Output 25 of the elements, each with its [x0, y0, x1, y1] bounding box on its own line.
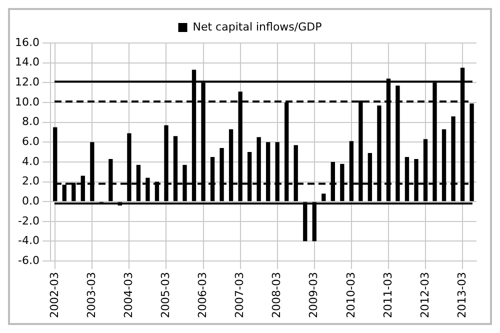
y-tick-label: 2.0	[22, 174, 40, 188]
x-tick-label: 2002-03	[48, 272, 61, 318]
y-tick-label: 0.0	[22, 194, 40, 208]
y-tick-label: 12.0	[14, 76, 40, 89]
y-tick-label: -2.0	[18, 214, 40, 228]
y-tick-label: 14.0	[14, 56, 40, 69]
x-tick-label: 2012-03	[418, 272, 432, 318]
x-tick-label: 2006-03	[196, 272, 210, 318]
y-tick-label: 8.0	[22, 115, 40, 128]
x-tick-label: 2005-03	[159, 272, 172, 318]
x-tick-label: 2003-03	[85, 272, 98, 318]
x-tick-label: 2010-03	[344, 272, 358, 318]
legend-label: Net capital inflows/GDP	[192, 20, 322, 34]
y-tick-label: 16.0	[14, 36, 40, 49]
y-tick-label: -4.0	[18, 234, 40, 248]
x-tick-label: 2004-03	[122, 272, 136, 318]
y-tick-label: 4.0	[22, 154, 40, 168]
x-tick-label: 2009-03	[307, 272, 320, 318]
x-tick-label: 2011-03	[381, 272, 394, 318]
x-tick-label: 2008-03	[270, 272, 284, 318]
y-tick-label: 10.0	[14, 95, 40, 108]
y-tick-label: 6.0	[22, 134, 40, 148]
x-tick-label: 2013-03	[455, 272, 468, 318]
x-tick-label: 2007-03	[233, 272, 246, 318]
y-tick-label: -6.0	[18, 254, 40, 267]
